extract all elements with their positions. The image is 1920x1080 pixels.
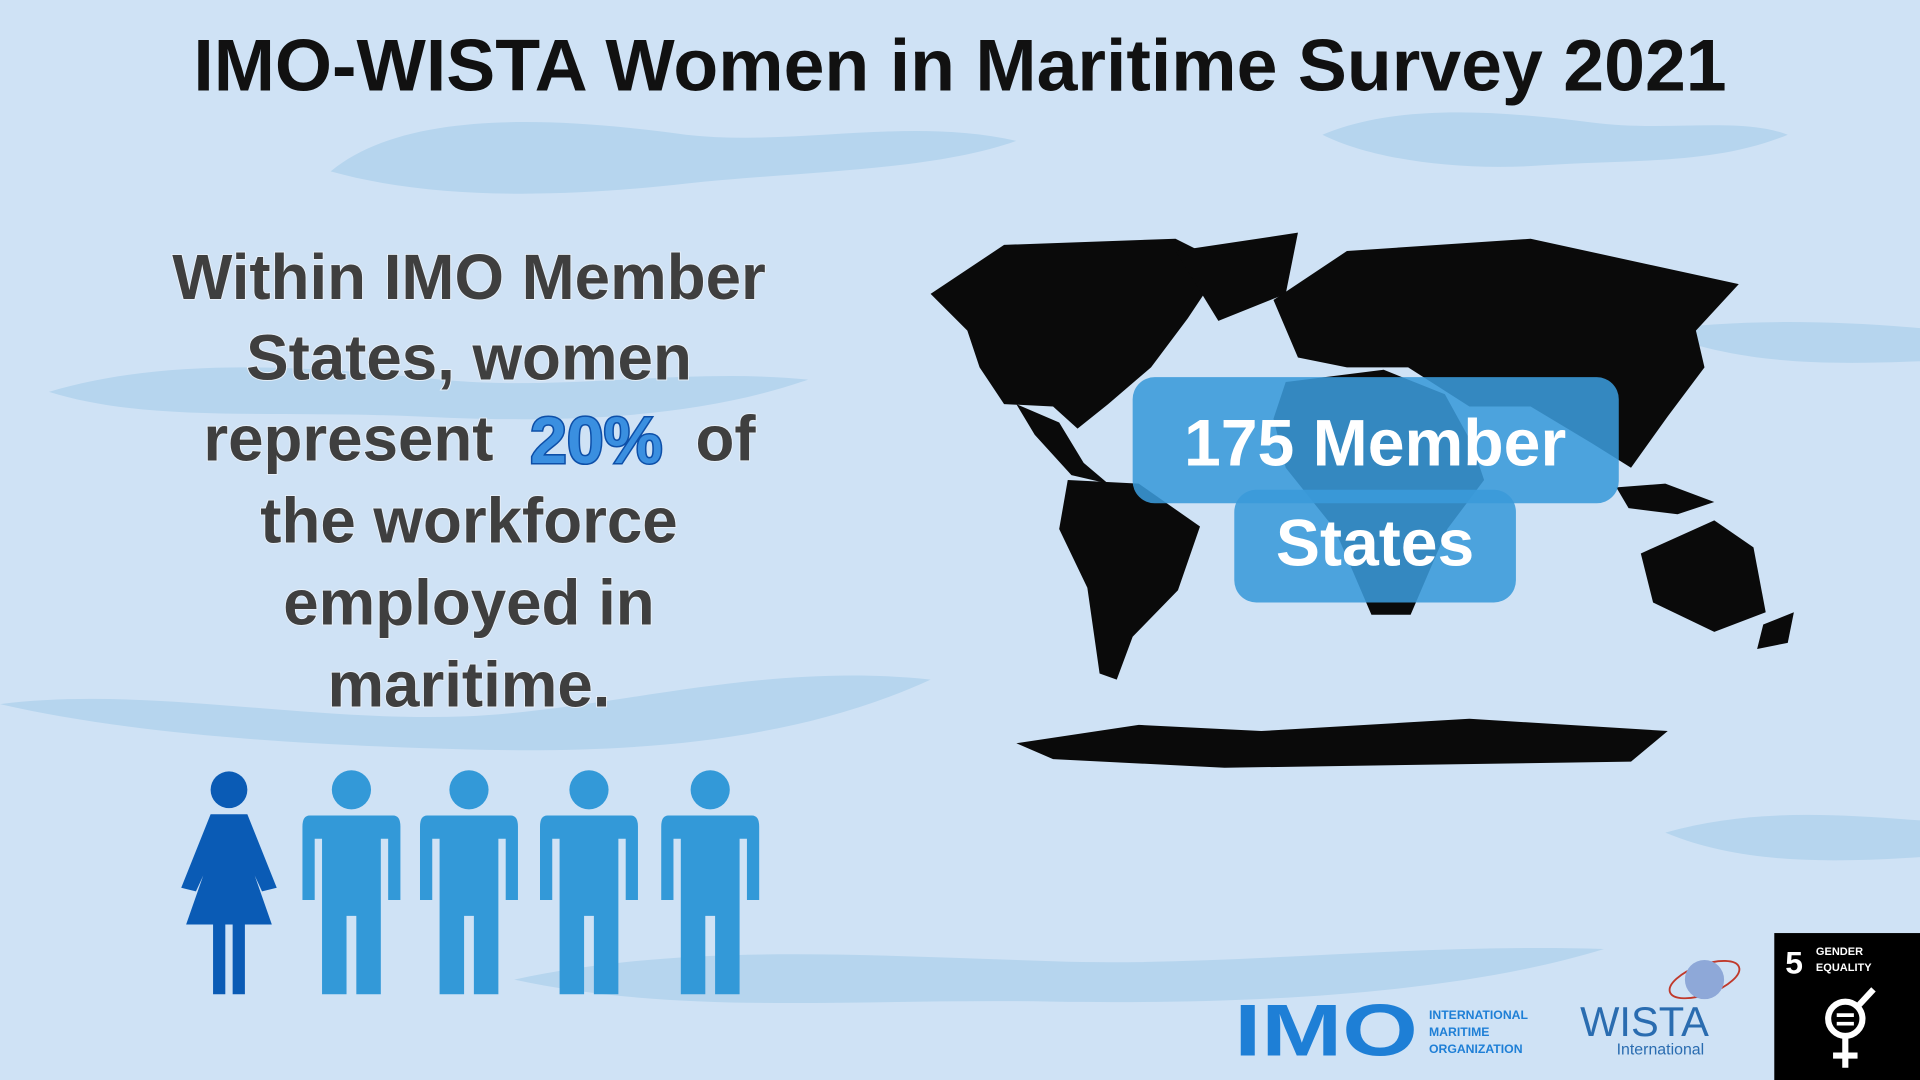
statement-line: Within IMO Member <box>172 242 766 313</box>
body <box>181 814 277 995</box>
title: IMO-WISTA Women in Maritime Survey 2021 <box>193 24 1726 107</box>
statement-line: employed in <box>283 567 654 638</box>
wave <box>514 947 1605 1004</box>
statement: Within IMO Member States, women represen… <box>171 241 766 722</box>
statement-line: the workforce <box>260 485 677 556</box>
map-label-line: 175 Member <box>1184 406 1566 480</box>
wista-name: WISTA <box>1580 998 1709 1045</box>
wista-logo: WISTA International <box>1580 960 1741 1058</box>
people <box>181 770 760 995</box>
statement-line: of <box>696 403 757 474</box>
wista-globe <box>1684 960 1725 1000</box>
north-america <box>930 238 1225 429</box>
wave <box>1665 814 1920 861</box>
central-america <box>1016 404 1109 484</box>
man-icon <box>420 770 518 995</box>
wave <box>330 122 1017 194</box>
statement-line: maritime. <box>327 650 610 721</box>
indonesia <box>1616 483 1715 515</box>
waves <box>0 112 1920 1004</box>
sdg-line: EQUALITY <box>1816 962 1872 974</box>
woman-icon <box>181 771 277 995</box>
label-box <box>1132 377 1619 504</box>
imo-line: ORGANIZATION <box>1429 1042 1523 1056</box>
gender-symbol <box>1825 987 1876 1068</box>
statement-line: States, women <box>246 323 692 394</box>
sdg-line: GENDER <box>1816 946 1863 958</box>
wave <box>1322 112 1788 167</box>
imo-line: MARITIME <box>1429 1025 1490 1039</box>
head <box>210 771 248 809</box>
imo-logo: IMO INTERNATIONAL MARITIME ORGANIZATION <box>1234 989 1528 1072</box>
statement-line: represent <box>203 403 493 474</box>
map-label-line: States <box>1276 507 1474 581</box>
wave <box>48 367 809 420</box>
label-box <box>1234 489 1516 603</box>
imo-mark: IMO <box>1234 989 1418 1072</box>
new-zealand <box>1757 612 1794 649</box>
men-icons <box>302 770 760 995</box>
man-icon <box>302 770 401 995</box>
south-america <box>1059 480 1200 680</box>
man-icon <box>661 770 760 995</box>
greenland <box>1175 232 1298 321</box>
wave <box>0 675 931 751</box>
wista-sub: International <box>1617 1041 1705 1058</box>
sdg-badge: 5 GENDER EQUALITY <box>1774 933 1920 1080</box>
man-icon <box>540 770 638 995</box>
eurasia <box>1273 238 1739 468</box>
map-label: 175 Member States <box>1132 377 1619 603</box>
australia <box>1640 520 1766 632</box>
highlight: 20% <box>530 404 662 478</box>
sdg-number: 5 <box>1785 944 1803 980</box>
antarctica <box>1016 718 1668 768</box>
imo-line: INTERNATIONAL <box>1429 1008 1529 1022</box>
wave <box>1653 322 1920 363</box>
